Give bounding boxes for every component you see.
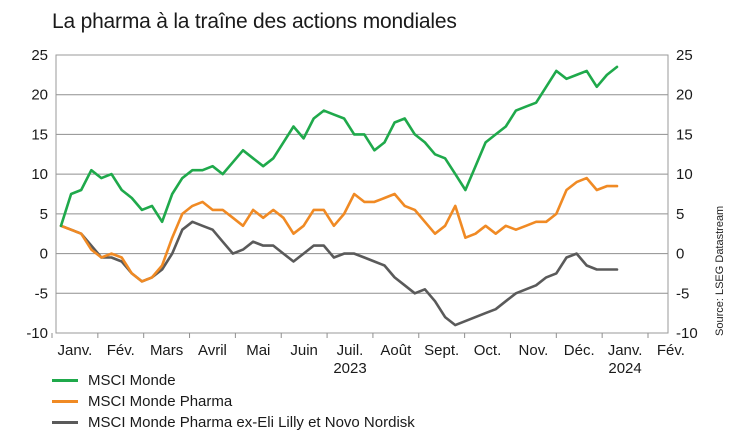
- legend-item-msci-monde: MSCI Monde: [52, 370, 415, 391]
- legend-label-msci-monde: MSCI Monde: [88, 372, 176, 389]
- chart-title: La pharma à la traîne des actions mondia…: [52, 10, 457, 33]
- legend-swatch-msci-monde: [52, 379, 78, 382]
- x-tick-label: Mai: [246, 342, 270, 359]
- x-tick-label: Fév.: [657, 342, 685, 359]
- series-line-1: [59, 176, 619, 283]
- legend-label-msci-pharma-ex: MSCI Monde Pharma ex-Eli Lilly et Novo N…: [88, 414, 415, 431]
- legend-item-msci-monde-pharma: MSCI Monde Pharma: [52, 391, 415, 412]
- x-axis: Janv. Fév. Mars Avril Mai Juin Juil. Août Sept. O…: [51, 333, 685, 377]
- y-tick-label-right: -5: [676, 285, 689, 302]
- y-tick-label-left: 10: [31, 166, 48, 183]
- y-tick-label-right: 0: [676, 246, 684, 263]
- plot-frame: [55, 54, 669, 334]
- x-tick-label: Nov.: [519, 342, 549, 359]
- x-year-label: 2023: [333, 360, 366, 377]
- y-tick-label-right: 5: [676, 206, 684, 223]
- legend-item-msci-pharma-ex: MSCI Monde Pharma ex-Eli Lilly et Novo N…: [52, 412, 415, 433]
- y-tick-label-left: 5: [40, 206, 48, 223]
- x-tick-label: Mars: [150, 342, 183, 359]
- legend-label-msci-monde-pharma: MSCI Monde Pharma: [88, 393, 233, 410]
- y-axis-right: -10 -5 0 5 10 15 20 25: [676, 47, 698, 342]
- y-tick-label-right: 20: [676, 87, 693, 104]
- y-tick-label-right: 25: [676, 47, 693, 64]
- y-tick-label-right: -10: [676, 325, 698, 342]
- series-line-0: [59, 65, 619, 228]
- y-tick-label-left: -10: [26, 325, 48, 342]
- y-tick-label-left: -5: [35, 285, 48, 302]
- y-tick-label-right: 15: [676, 126, 693, 143]
- x-tick-label: Fév.: [107, 342, 135, 359]
- x-tick-label: Janv.: [58, 342, 93, 359]
- y-tick-label-left: 25: [31, 47, 48, 64]
- gridlines: [56, 94, 668, 294]
- x-tick-label: Oct.: [474, 342, 502, 359]
- x-tick-label: Sept.: [424, 342, 459, 359]
- legend: MSCI Monde MSCI Monde Pharma MSCI Monde …: [52, 370, 415, 433]
- series-line-2: [59, 220, 619, 327]
- x-tick-label: Janv.: [608, 342, 643, 359]
- y-tick-label-left: 20: [31, 87, 48, 104]
- x-year-label: 2024: [608, 360, 641, 377]
- source-note: Source: LSEG Datastream: [714, 205, 726, 336]
- legend-swatch-msci-monde-pharma: [52, 400, 78, 403]
- y-tick-label-left: 0: [40, 246, 48, 263]
- x-tick-label: Juil.: [337, 342, 364, 359]
- y-tick-label-left: 15: [31, 126, 48, 143]
- x-tick-label: Avril: [198, 342, 227, 359]
- legend-swatch-msci-pharma-ex: [52, 421, 78, 424]
- x-tick-label: Déc.: [564, 342, 595, 359]
- x-tick-label: Juin: [290, 342, 318, 359]
- y-tick-label-right: 10: [676, 166, 693, 183]
- y-axis-left: -10 -5 0 5 10 15 20 25: [26, 47, 48, 342]
- x-tick-label: Août: [380, 342, 412, 359]
- series-layer: [59, 65, 619, 327]
